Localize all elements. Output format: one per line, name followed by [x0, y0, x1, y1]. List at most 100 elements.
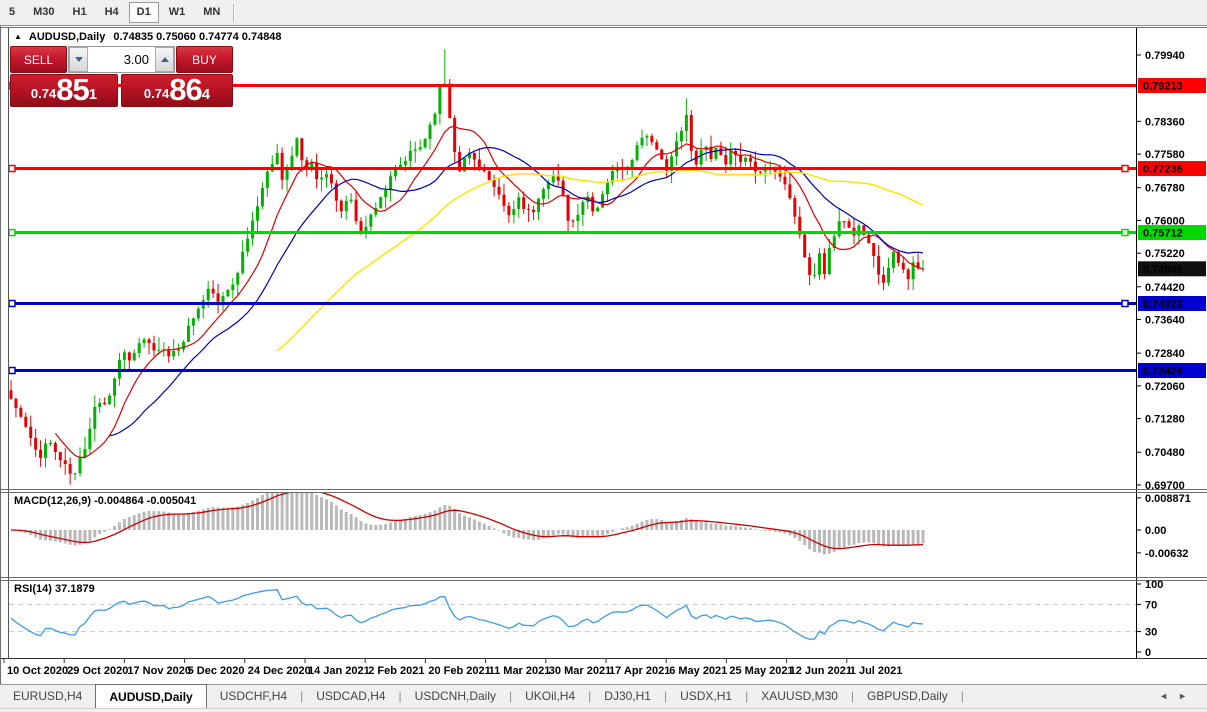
- svg-text:0.77236: 0.77236: [1143, 164, 1183, 176]
- svg-text:0.72426: 0.72426: [1143, 366, 1183, 378]
- tab-separator: |: [663, 689, 668, 703]
- svg-text:-0.00632: -0.00632: [1145, 548, 1188, 560]
- tab-xauusd-m30[interactable]: XAUUSD,M30: [761, 689, 838, 703]
- timeframe-button-d1[interactable]: D1: [128, 2, 159, 23]
- candlestick-series: [9, 49, 925, 485]
- chart-tab-bar: EURUSD,H4 AUDUSD,Daily USDCHF,H4 | USDCAD,H4…: [0, 684, 1207, 708]
- one-click-trading-panel: SELL 3.00 BUY 0.74 85 1 0.74 86 4: [10, 46, 233, 107]
- ma-line-55: [276, 169, 924, 352]
- timeframe-button-h1[interactable]: H1: [72, 6, 87, 18]
- triangle-down-icon: [74, 57, 83, 62]
- collapse-panel-icon[interactable]: ▲: [14, 32, 22, 41]
- svg-text:24 Dec 2020: 24 Dec 2020: [248, 665, 311, 677]
- tab-separator: |: [850, 689, 855, 703]
- svg-text:0.79940: 0.79940: [1145, 50, 1185, 62]
- pane-borders: [1, 27, 1207, 659]
- svg-text:0.69700: 0.69700: [1145, 480, 1185, 492]
- svg-text:10 Oct 2020: 10 Oct 2020: [7, 665, 68, 677]
- sell-price-display[interactable]: 0.74 85 1: [10, 74, 118, 107]
- timeframe-button-mn[interactable]: MN: [203, 6, 221, 18]
- svg-text:1 Jul 2021: 1 Jul 2021: [850, 665, 903, 677]
- volume-spinner: 3.00: [68, 46, 175, 73]
- svg-text:0.76000: 0.76000: [1145, 215, 1185, 227]
- volume-decrease-button[interactable]: [69, 47, 88, 72]
- buy-button[interactable]: BUY: [176, 46, 233, 73]
- sell-price-pip: 1: [88, 86, 98, 103]
- tab-usdx-h1[interactable]: USDX,H1: [680, 689, 733, 703]
- svg-text:29 Oct 2020: 29 Oct 2020: [67, 665, 128, 677]
- ma-line-21: [109, 146, 924, 437]
- timeframe-button-5[interactable]: 5: [9, 6, 16, 18]
- svg-text:2 Feb 2021: 2 Feb 2021: [368, 665, 424, 677]
- svg-text:30: 30: [1145, 627, 1157, 639]
- timeframe-button-h4[interactable]: H4: [104, 6, 119, 18]
- svg-text:0.72060: 0.72060: [1145, 381, 1185, 393]
- svg-text:0.70480: 0.70480: [1145, 447, 1185, 459]
- svg-text:0.72840: 0.72840: [1145, 348, 1185, 360]
- svg-text:0.75712: 0.75712: [1143, 228, 1183, 240]
- svg-text:0.74848: 0.74848: [1143, 264, 1183, 276]
- svg-text:25 May 2021: 25 May 2021: [729, 665, 793, 677]
- rsi-pane: [9, 589, 1136, 640]
- macd-pane: [10, 492, 925, 555]
- svg-text:12 Jun 2021: 12 Jun 2021: [790, 665, 852, 677]
- macd-label: MACD(12,26,9) -0.004864 -0.005041: [14, 495, 197, 507]
- sell-price-prefix: 0.74: [30, 86, 57, 101]
- rsi-label: RSI(14) 37.1879: [14, 583, 95, 595]
- toolbar-separator: [233, 3, 236, 22]
- macd-signal-line: [10, 492, 924, 550]
- chart-title: ▲ AUDUSD,Daily 0.74835 0.75060 0.74774 0.7…: [14, 31, 282, 43]
- svg-text:11 Mar 2021: 11 Mar 2021: [489, 665, 551, 677]
- ohlc-values: 0.74835 0.75060 0.74774 0.74848: [113, 31, 282, 43]
- sell-button[interactable]: SELL: [10, 46, 67, 73]
- svg-text:100: 100: [1145, 579, 1163, 591]
- tab-ukoil-h4[interactable]: UKOil,H4: [525, 689, 576, 703]
- svg-text:0.74420: 0.74420: [1145, 282, 1185, 294]
- svg-text:0.76780: 0.76780: [1145, 183, 1185, 195]
- symbol-period-label: AUDUSD,Daily: [28, 31, 106, 43]
- volume-input[interactable]: 3.00: [123, 52, 149, 67]
- svg-text:0.00: 0.00: [1145, 525, 1166, 537]
- svg-text:0.008871: 0.008871: [1145, 493, 1191, 505]
- tab-scroll-right-icon[interactable]: ►: [1178, 691, 1197, 701]
- volume-increase-button[interactable]: [155, 47, 174, 72]
- tab-eurusd-h4[interactable]: EURUSD,H4: [13, 689, 83, 703]
- triangle-up-icon: [160, 57, 169, 62]
- svg-text:5 Dec 2020: 5 Dec 2020: [188, 665, 245, 677]
- tab-separator: |: [398, 689, 402, 703]
- tab-usdcnh-daily[interactable]: USDCNH,Daily: [414, 689, 497, 703]
- tab-audusd-daily[interactable]: AUDUSD,Daily: [95, 684, 207, 708]
- timeframe-button-w1[interactable]: W1: [168, 6, 186, 18]
- svg-text:17 Apr 2021: 17 Apr 2021: [609, 665, 670, 677]
- svg-text:70: 70: [1145, 599, 1157, 611]
- buy-price-prefix: 0.74: [143, 86, 170, 101]
- tab-separator: |: [509, 689, 513, 703]
- svg-text:0.74022: 0.74022: [1143, 298, 1183, 310]
- tab-separator: |: [300, 689, 304, 703]
- svg-text:0: 0: [1145, 647, 1151, 659]
- buy-price-display[interactable]: 0.74 86 4: [121, 74, 233, 107]
- tab-usdchf-h4[interactable]: USDCHF,H4: [219, 689, 288, 703]
- tab-scroll-left-icon[interactable]: ◄: [1159, 691, 1179, 701]
- buy-price-pip: 4: [201, 86, 211, 103]
- tab-dj30-h1[interactable]: DJ30,H1: [604, 689, 651, 703]
- chart-canvas[interactable]: 0.79940 0.78360 0.77580 0.76780 0.76000 0.752…: [1, 26, 1207, 684]
- price-axis[interactable]: 0.79940 0.78360 0.77580 0.76780 0.76000 0.752…: [1136, 50, 1191, 659]
- tab-scroll-arrows: ◄►: [1159, 691, 1197, 701]
- ma-line-10: [54, 125, 924, 458]
- tab-separator: |: [960, 689, 964, 703]
- sell-price-big: 85: [56, 72, 89, 107]
- buy-price-big: 86: [169, 72, 202, 107]
- rsi-line: [10, 589, 924, 640]
- svg-text:0.75220: 0.75220: [1145, 248, 1185, 260]
- timeframe-button-m30[interactable]: M30: [33, 6, 55, 18]
- svg-text:0.77580: 0.77580: [1145, 149, 1185, 161]
- tab-separator: |: [588, 689, 592, 703]
- chart-window: 0.79940 0.78360 0.77580 0.76780 0.76000 0.752…: [0, 26, 1207, 684]
- tab-usdcad-h4[interactable]: USDCAD,H4: [316, 689, 386, 703]
- tab-gbpusd-daily[interactable]: GBPUSD,Daily: [867, 689, 948, 703]
- svg-text:17 Nov 2020: 17 Nov 2020: [127, 665, 191, 677]
- svg-text:20 Feb 2021: 20 Feb 2021: [428, 665, 490, 677]
